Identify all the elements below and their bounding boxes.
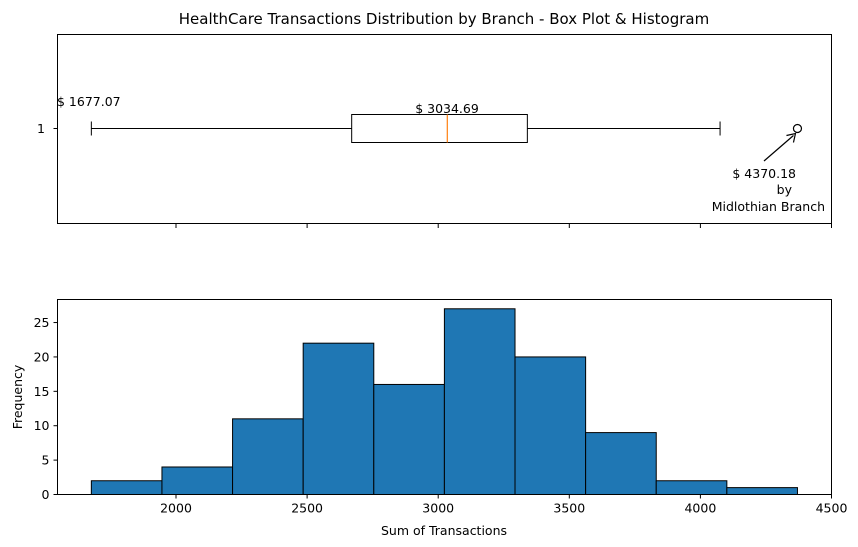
y-tick-label: 10	[34, 418, 50, 433]
outlier-arrow-head	[786, 132, 797, 143]
x-tick-label: 4000	[684, 501, 716, 516]
x-tick-label: 3500	[553, 501, 585, 516]
box-plot-panel: 1 $ 1677.07 $ 3034.69 $ 4370.18 by Midlo…	[37, 34, 832, 228]
x-tick-label: 4500	[816, 501, 848, 516]
y-tick-label: 0	[42, 487, 50, 502]
box-plot-category-tick-label: 1	[37, 121, 45, 136]
y-axis-label: Frequency	[10, 364, 25, 429]
x-tick-label: 3000	[422, 501, 454, 516]
histogram-bar	[302, 342, 375, 495]
histogram-bar	[373, 383, 445, 495]
histogram-bars	[90, 308, 798, 496]
outlier-arrow-line	[763, 135, 794, 162]
y-tick-label: 5	[42, 453, 50, 468]
x-tick-label: 2000	[160, 501, 192, 516]
histogram-bar	[443, 308, 516, 495]
outlier-value-annotation: $ 4370.18	[732, 166, 796, 181]
histogram-bar	[90, 480, 163, 495]
histogram-bar	[655, 480, 728, 495]
box-plot-marks	[90, 114, 803, 162]
x-axis-label: Sum of Transactions	[381, 523, 507, 538]
outlier-point	[792, 123, 803, 134]
y-tick-label: 15	[34, 384, 50, 399]
outlier-branch-annotation: Midlothian Branch	[712, 199, 825, 214]
box-plot-ticks	[53, 128, 832, 228]
chart-title: HealthCare Transactions Distribution by …	[179, 10, 709, 28]
histogram-bar	[232, 418, 304, 495]
box-median-annotation: $ 3034.69	[415, 101, 479, 116]
histogram-bar	[514, 356, 587, 495]
y-tick-label: 20	[34, 349, 50, 364]
histogram-ticks: 2000 2500 3000 3500 4000 4500 0 5 10 15 20 25	[34, 315, 848, 515]
histogram-panel: 2000 2500 3000 3500 4000 4500 0 5 10 15 20 25 Sum o…	[10, 299, 848, 538]
histogram-bar	[585, 432, 657, 496]
histogram-axes-frame	[57, 299, 832, 495]
box-iqr	[351, 114, 528, 143]
x-tick-label: 2500	[291, 501, 323, 516]
outlier-by-annotation: by	[777, 182, 793, 197]
histogram-bar	[161, 466, 234, 496]
y-tick-label: 25	[34, 315, 50, 330]
histogram-bar	[726, 487, 798, 496]
box-min-annotation: $ 1677.07	[57, 94, 121, 109]
